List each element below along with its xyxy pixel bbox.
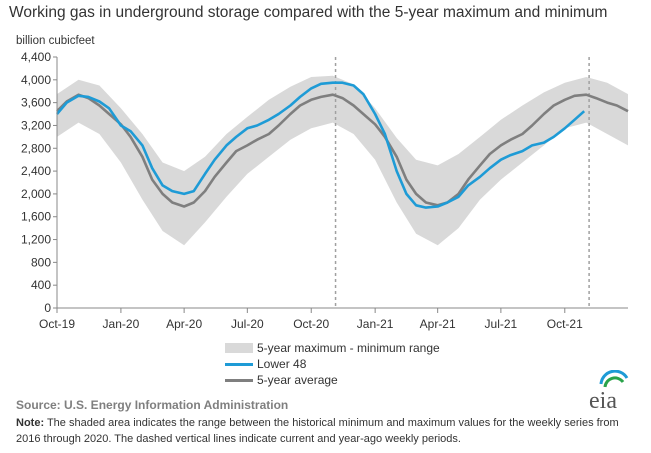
x-tick-label: Jul-21 [485, 317, 518, 331]
legend: 5-year maximum - minimum range Lower 48 … [225, 340, 440, 388]
y-tick-label: 1,600 [21, 210, 51, 224]
x-tick-label: Jul-20 [231, 317, 264, 331]
y-tick-label: 400 [31, 278, 51, 292]
series-line-5yr-average [56, 93, 629, 208]
y-tick-label: 2,800 [21, 141, 51, 155]
y-tick-label: 3,200 [21, 118, 51, 132]
legend-swatch-range [225, 343, 253, 353]
legend-item-range: 5-year maximum - minimum range [225, 340, 440, 356]
x-tick-label: Apr-21 [420, 317, 456, 331]
series-line-lower48 [56, 81, 586, 209]
range-band-layer [57, 75, 628, 246]
logo-text: eia [589, 388, 617, 412]
y-tick-label: 2,000 [21, 187, 51, 201]
x-tick-label: Oct-20 [293, 317, 329, 331]
y-tick-label: 3,600 [21, 96, 51, 110]
eia-logo: eia [589, 370, 629, 412]
x-tick-label: Apr-20 [166, 317, 202, 331]
note-body: The shaded area indicates the range betw… [16, 417, 619, 445]
legend-item-lower48: Lower 48 [225, 356, 440, 372]
series-layer [56, 81, 629, 209]
chart: billion cubicfeet 0 400 800 1,200 1,600 2,000… [16, 35, 629, 331]
legend-label-lower48: Lower 48 [257, 357, 307, 371]
y-axis-label: billion cubicfeet [16, 35, 95, 47]
logo-arc-blue [599, 370, 629, 385]
y-tick-label: 4,400 [21, 50, 51, 64]
legend-label-avg: 5-year average [257, 373, 338, 387]
y-tick-label: 0 [44, 301, 51, 315]
note-text: Note: The shaded area indicates the rang… [16, 415, 646, 447]
note-label: Note: [16, 417, 45, 429]
source-line: Source: U.S. Energy Information Administ… [16, 398, 289, 412]
y-tick-label: 1,200 [21, 233, 51, 247]
x-tick-label: Jan-21 [357, 317, 394, 331]
y-tick-label: 800 [31, 255, 51, 269]
x-tick-label: Oct-21 [547, 317, 583, 331]
logo-arc-green [603, 376, 625, 388]
legend-label-range: 5-year maximum - minimum range [257, 341, 440, 355]
y-tick-label: 2,400 [21, 164, 51, 178]
chart-title: Working gas in underground storage compa… [9, 4, 608, 21]
axes-layer: 0 400 800 1,200 1,600 2,000 2,400 2,800 3,200 3,6… [21, 50, 628, 331]
y-tick-label: 4,000 [21, 73, 51, 87]
legend-swatch-avg [225, 378, 253, 382]
legend-swatch-lower48 [225, 362, 253, 366]
legend-item-avg: 5-year average [225, 372, 440, 388]
x-tick-label: Oct-19 [39, 317, 75, 331]
x-tick-label: Jan-20 [103, 317, 140, 331]
range-band [57, 75, 628, 246]
